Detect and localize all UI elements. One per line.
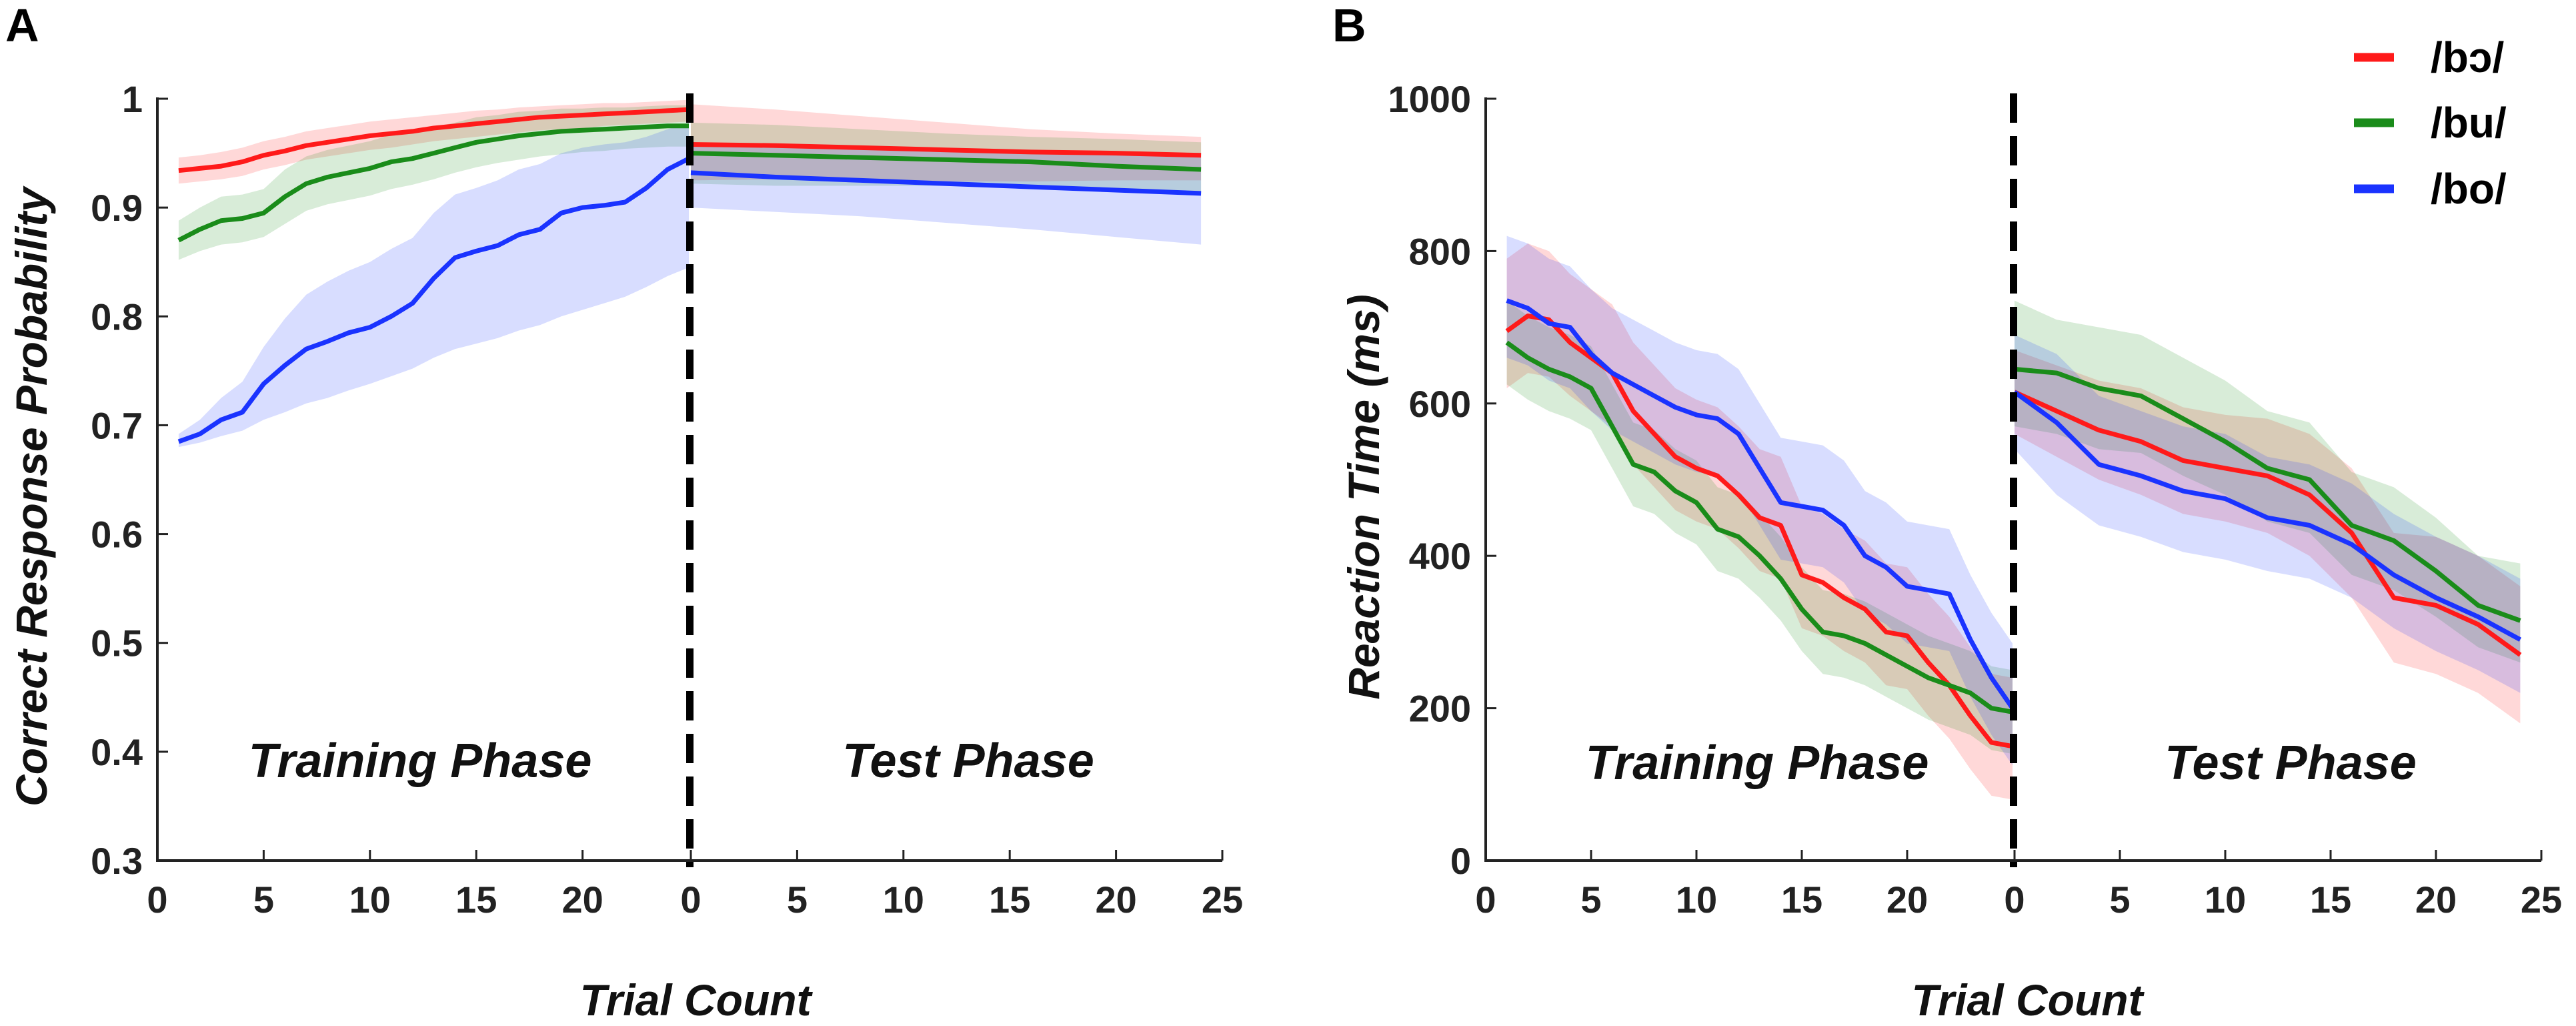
panel-b-test-line-b: [2013, 390, 2522, 657]
panel-a-ytick-label: 0.7: [91, 404, 143, 446]
panel-b-test-xtick-label: 15: [2310, 879, 2351, 921]
legend-label-bu: /bu/: [2431, 99, 2507, 147]
panel-b-ytick-label: 1000: [1388, 78, 1471, 120]
legend-label-bc: /bɔ/: [2431, 33, 2504, 81]
panel-a-ytick-label: 1: [122, 78, 143, 120]
panel-b-training-band-bu: [1506, 300, 2013, 754]
panel-a-test-line-bo: [690, 170, 1202, 196]
panel-a-training-xtick-label: 20: [561, 879, 603, 921]
panel-a-test-xtick-label: 5: [787, 879, 808, 921]
panel-a-training-band-bo: [178, 122, 689, 448]
panel-a-training-band-bu: [178, 105, 689, 260]
panel-b-ytick-label: 200: [1409, 688, 1471, 730]
panel-a-training-line-bo: [177, 156, 690, 444]
panel-b-ytick-label: 600: [1409, 383, 1471, 425]
panel-a-series-lines: [177, 107, 1202, 444]
panel-b-test-band-bu: [2015, 300, 2521, 663]
panel-b-test-band-bo: [2015, 335, 2521, 693]
panel-a-test-xtick-label: 15: [989, 879, 1030, 921]
panel-b-test-phase-label: Test Phase: [2165, 736, 2417, 790]
panel-b-test-xtick-label: 0: [2004, 879, 2025, 921]
panel-a-ytick-label: 0.8: [91, 296, 143, 338]
panel-b-test-xtick-label: 5: [2109, 879, 2130, 921]
panel-a-training-xtick-label: 5: [253, 879, 274, 921]
panel-b-training-line-bo: [1506, 298, 2015, 710]
panel-b-y-axis-label: Reaction Time (ms): [1339, 294, 1388, 700]
panel-a-test-xtick-label: 10: [883, 879, 924, 921]
panel-a-ytick-label: 0.3: [91, 840, 143, 882]
panel-b-test-xtick-label: 25: [2521, 879, 2562, 921]
panel-b-test-line-bo: [2013, 390, 2522, 642]
legend: /bɔ/ /bu/ /bo/: [2354, 33, 2507, 213]
panel-a-axes: [156, 93, 1224, 867]
panel-a-training-line-bu: [177, 123, 689, 243]
panel-a-ytick-label: 0.9: [91, 187, 143, 229]
panel-a-test-xtick-label: 20: [1095, 879, 1136, 921]
panel-b-test-xtick-label: 20: [2415, 879, 2457, 921]
panel-a-test-band-bo: [691, 142, 1202, 245]
panel-b-ytick-label: 400: [1409, 535, 1471, 577]
panel-b-ytick-label: 800: [1409, 230, 1471, 272]
panel-a-test-line-b: [690, 142, 1202, 158]
panel-a-test-xtick-label: 0: [680, 879, 701, 921]
panel-a-x-axis-label: Trial Count: [579, 975, 813, 1025]
panel-b-training-xtick-label: 10: [1676, 879, 1717, 921]
panel-b-training-band-bo: [1506, 235, 2013, 766]
panel-b-training-xtick-label: 5: [1580, 879, 1601, 921]
panel-a-tick-labels: 0 5 10 15 20 0 5 10 15 20 25 0.3 0.4 0.5 0.6 0.7 0.8 0.9 1: [91, 78, 1243, 921]
panel-a-chart: 0 5 10 15 20 0 5 10 15 20 25 0.3 0.4 0.5 0.6 0.7 0.8 0.9 1…: [7, 78, 1243, 1025]
panel-b-training-xtick-label: 15: [1781, 879, 1822, 921]
panel-b-training-xtick-label: 0: [1475, 879, 1496, 921]
panel-b-training-phase-label: Training Phase: [1586, 736, 1929, 790]
panel-label-b: B: [1332, 0, 1366, 51]
panel-b-training-line-b: [1505, 314, 2013, 749]
panel-b-test-xtick-label: 10: [2205, 879, 2246, 921]
panel-b-training-line-bu: [1505, 340, 2013, 714]
panel-b-x-axis-label: Trial Count: [1911, 975, 2145, 1025]
panel-a-training-band-b: [178, 99, 689, 184]
panel-b-test-line-bu: [2014, 366, 2521, 623]
panel-b-ytick-label: 0: [1450, 840, 1471, 882]
panel-b-training-xtick-label: 20: [1886, 879, 1928, 921]
panel-a-ytick-label: 0.5: [91, 622, 143, 664]
panel-a-training-xtick-label: 15: [455, 879, 497, 921]
panel-a-training-xtick-label: 10: [349, 879, 391, 921]
panel-a-ytick-label: 0.6: [91, 514, 143, 556]
panel-a-training-phase-label: Training Phase: [249, 734, 592, 788]
panel-a-training-line-b: [178, 107, 690, 173]
panel-label-a: A: [5, 0, 39, 51]
panel-a-test-phase-label: Test Phase: [842, 734, 1094, 788]
panel-a-training-xtick-label: 0: [147, 879, 167, 921]
panel-b-series-lines: [1505, 298, 2522, 749]
legend-label-bo: /bo/: [2431, 165, 2507, 213]
panel-a-y-axis-label: Correct Response Probability: [7, 185, 56, 807]
panel-a-ytick-label: 0.4: [91, 731, 143, 773]
panel-a-test-line-bu: [690, 151, 1202, 172]
panel-a-test-xtick-label: 25: [1202, 879, 1243, 921]
panel-b-axes: [1484, 93, 2543, 867]
